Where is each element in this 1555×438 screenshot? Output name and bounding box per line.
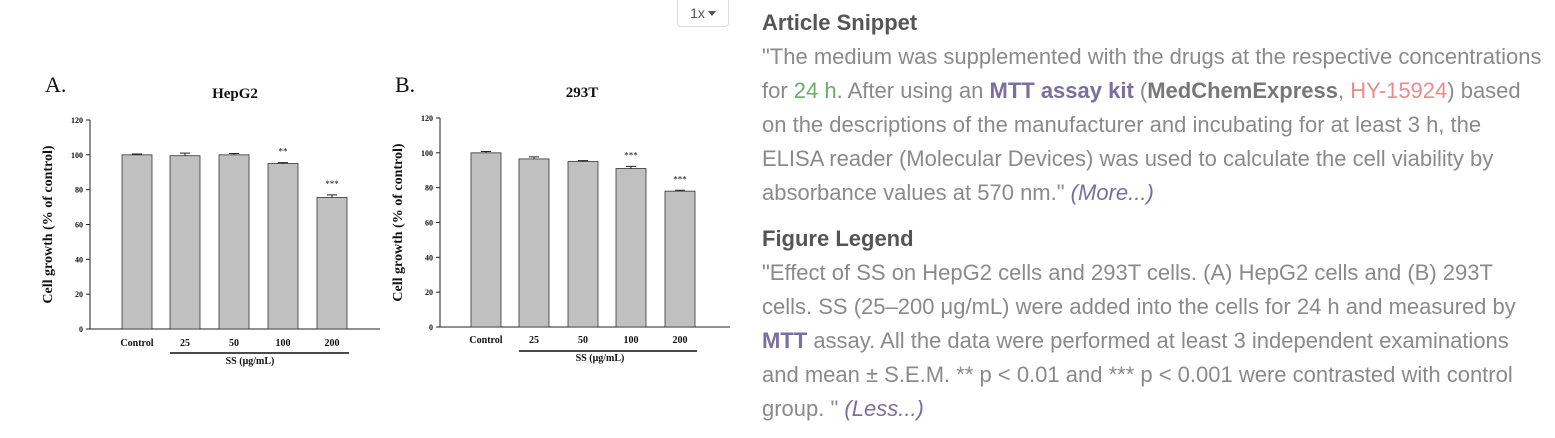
text-segment: MedChemExpress <box>1147 78 1338 103</box>
significance-label: *** <box>624 150 638 160</box>
error-bar <box>327 194 337 198</box>
y-tick-label: 0 <box>429 323 433 332</box>
bar <box>121 154 153 330</box>
bar <box>218 154 250 330</box>
legend-text: "Effect of SS on HepG2 cells and 293T ce… <box>762 256 1547 426</box>
text-segment: ( <box>1133 78 1148 103</box>
text-panel: Article Snippet "The medium was suppleme… <box>762 6 1547 438</box>
text-segment: MTT <box>762 328 808 353</box>
bar <box>615 168 647 328</box>
error-bar <box>626 165 636 169</box>
section-heading: Figure Legend <box>762 226 914 251</box>
caret <box>707 10 716 16</box>
error-bar <box>180 152 190 156</box>
error-bar <box>529 156 539 159</box>
y-tick-label: 20 <box>425 288 433 297</box>
y-tick-label: 80 <box>75 186 83 195</box>
y-tick-label: 120 <box>71 116 83 125</box>
chart-title: HepG2 <box>212 86 258 102</box>
bar <box>518 158 550 328</box>
y-tick-label: 0 <box>79 325 83 334</box>
panel-label: A. <box>45 72 66 97</box>
panel-label: B. <box>395 72 415 97</box>
text-segment: "The medium was supplemented with the dr… <box>762 44 1542 103</box>
y-tick-label: 20 <box>75 290 83 299</box>
section-heading: Article Snippet <box>762 10 918 35</box>
y-tick-label: 40 <box>425 253 433 262</box>
y-tick-label: 100 <box>421 149 433 158</box>
text-segment: HY-15924 <box>1350 78 1448 103</box>
text-segment: "Effect of SS on HepG2 cells and 293T ce… <box>762 260 1516 319</box>
text-segment: 24 h <box>793 78 837 103</box>
bar <box>169 155 201 330</box>
chart-title: 293T <box>566 85 599 101</box>
bar <box>664 190 696 328</box>
error-bar <box>278 162 288 164</box>
error-bar <box>675 189 685 192</box>
snippet-text: "The medium was supplemented with the dr… <box>762 40 1547 210</box>
toggle-link[interactable]: (Less...) <box>844 396 924 421</box>
significance-label: ** <box>279 147 289 157</box>
text-segment: ) based on the descriptions of the manuf… <box>762 78 1521 205</box>
y-axis-label: Cell growth (% of control) <box>391 143 406 301</box>
significance-label: *** <box>673 174 687 184</box>
x-tick-label: 200 <box>673 335 688 346</box>
error-bar <box>578 160 588 162</box>
group-label: SS (μg/mL) <box>226 356 275 367</box>
y-axis-label: Cell growth (% of control) <box>41 145 56 303</box>
zoom-button[interactable]: 1x <box>677 0 729 27</box>
toggle-link[interactable]: (More...) <box>1070 180 1154 205</box>
y-tick-label: 120 <box>421 114 433 123</box>
x-tick-label: 25 <box>529 335 539 346</box>
x-tick-label: Control <box>120 338 153 349</box>
y-tick-label: 40 <box>75 255 83 264</box>
y-tick-label: 100 <box>71 151 83 160</box>
x-tick-label: 100 <box>276 338 291 349</box>
text-segment: MTT assay kit <box>989 78 1134 103</box>
error-bar <box>229 152 239 155</box>
text-segment: assay. All the data were performed at le… <box>762 328 1513 421</box>
figure: A. HepG2 Cell growth (% of control) 0 20 40 60… <box>41 72 730 367</box>
x-tick-label: 25 <box>180 338 190 349</box>
text-segment: , <box>1337 78 1351 103</box>
y-tick-label: 80 <box>425 184 433 193</box>
bar <box>567 161 599 328</box>
significance-label: *** <box>325 179 339 189</box>
bar <box>316 197 348 330</box>
x-tick-label: 100 <box>624 335 639 346</box>
x-tick-label: 50 <box>578 335 588 346</box>
x-tick-label: 50 <box>229 338 239 349</box>
error-bar <box>132 153 142 155</box>
group-label: SS (μg/mL) <box>576 353 625 364</box>
zoom-label[interactable]: 1x <box>690 5 705 21</box>
x-tick-label: 200 <box>325 338 340 349</box>
error-bar <box>481 150 491 153</box>
x-tick-label: Control <box>469 335 502 346</box>
y-tick-label: 60 <box>425 219 433 228</box>
bar <box>470 152 502 328</box>
bar <box>267 163 299 330</box>
y-tick-label: 60 <box>75 221 83 230</box>
text-segment: . After using an <box>836 78 990 103</box>
